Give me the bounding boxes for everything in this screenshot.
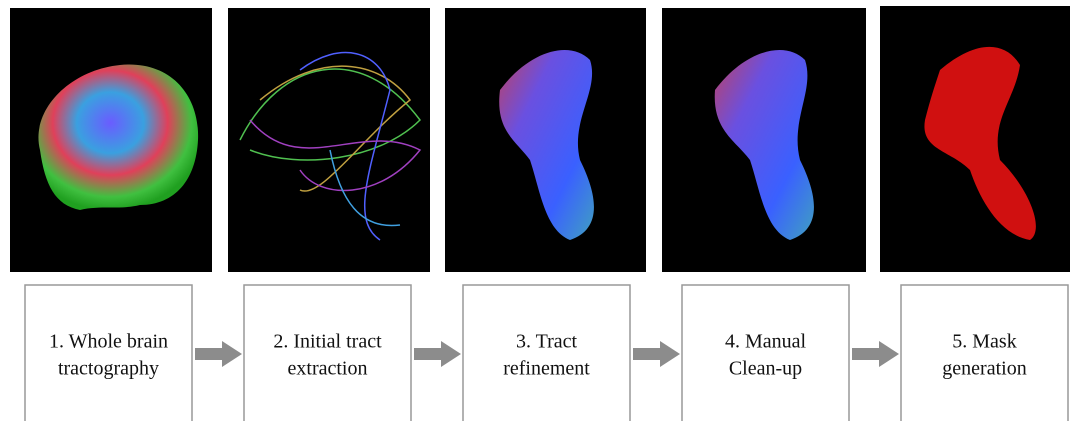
images — [10, 6, 1070, 272]
step-label: 1. Whole brain — [49, 331, 168, 353]
step-box — [244, 285, 411, 421]
step-box — [463, 285, 630, 421]
arrow — [195, 341, 242, 367]
step-label: generation — [942, 358, 1026, 380]
step-label: 5. Mask — [952, 331, 1016, 353]
step-label: Clean-up — [729, 358, 802, 380]
step-label: 2. Initial tract — [273, 331, 382, 353]
image-panel — [228, 8, 430, 272]
step-label: 4. Manual — [725, 331, 807, 353]
step-box — [682, 285, 849, 421]
step-label: refinement — [503, 358, 590, 380]
step-label: 3. Tract — [516, 331, 578, 353]
step-label: tractography — [58, 358, 159, 380]
pipeline-diagram: 1. Whole brain tractography 2. Initial tra… — [0, 0, 1075, 421]
arrow — [414, 341, 461, 367]
step-box — [25, 285, 192, 421]
step-label: extraction — [288, 358, 368, 380]
step-box — [901, 285, 1068, 421]
arrow — [852, 341, 899, 367]
steps: 1. Whole brain tractography 2. Initial tra… — [25, 285, 1068, 421]
arrow — [633, 341, 680, 367]
